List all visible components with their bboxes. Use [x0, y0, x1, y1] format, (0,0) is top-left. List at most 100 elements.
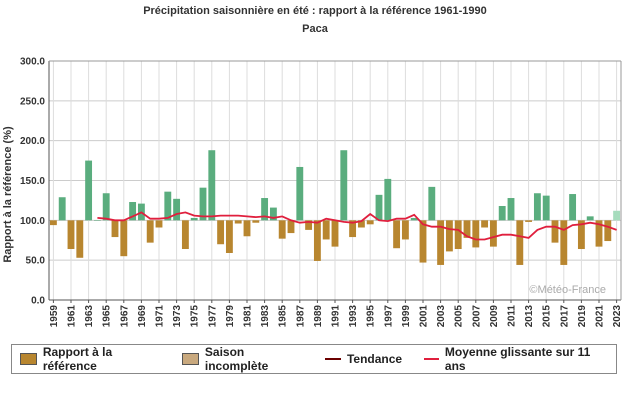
chart-title: Précipitation saisonnière en été : rappo… — [143, 5, 487, 17]
y-tick-label: 0.0 — [31, 296, 45, 307]
bar-1973 — [173, 198, 181, 221]
bar-2019 — [577, 220, 585, 250]
x-tick-label: 1999 — [401, 305, 412, 328]
bar-1968 — [129, 202, 137, 221]
chart-subtitle: Paca — [302, 23, 328, 35]
x-tick-label: 2019 — [577, 305, 588, 328]
y-tick-label: 250.0 — [20, 96, 45, 107]
x-tick-label: 1975 — [190, 305, 201, 328]
bar-1965 — [102, 193, 110, 221]
bar-1980 — [234, 220, 242, 224]
legend-label-incomplete: Saison incomplète — [204, 345, 269, 373]
bar-2005 — [454, 220, 462, 250]
bar-1993 — [349, 220, 357, 238]
bar-1990 — [322, 220, 330, 240]
bar-1994 — [357, 220, 365, 228]
x-tick-label: 1979 — [225, 305, 236, 328]
bar-1974 — [181, 220, 189, 250]
y-tick-label: 50.0 — [26, 256, 46, 267]
bar-1981 — [243, 220, 251, 237]
bar-1992 — [340, 150, 348, 221]
x-tick-label: 1963 — [84, 305, 95, 328]
legend-item-incomplete: Saison incomplète — [182, 345, 303, 373]
legend-item-trend: Tendance — [324, 352, 402, 366]
bar-2004 — [445, 220, 453, 252]
x-tick-label: 1983 — [260, 305, 271, 328]
bar-2013 — [525, 220, 533, 222]
x-tick-label: 1959 — [49, 305, 60, 328]
bar-1970 — [146, 220, 154, 243]
bar-2021 — [595, 220, 603, 247]
legend: Rapport à la référence Saison incomplète… — [11, 344, 617, 374]
y-tick-label: 300.0 — [20, 57, 45, 68]
x-tick-label: 2005 — [454, 305, 465, 328]
x-tick-label: 1965 — [102, 305, 113, 328]
bar-2018 — [569, 194, 577, 221]
x-tick-label: 2013 — [524, 305, 535, 328]
x-tick-label: 2009 — [489, 305, 500, 328]
x-tick-label: 1977 — [207, 305, 218, 328]
x-tick-label: 2001 — [419, 305, 430, 328]
x-tick-label: 1987 — [295, 305, 306, 328]
x-tick-label: 1971 — [155, 305, 166, 328]
bar-1967 — [120, 220, 128, 257]
bar-2011 — [507, 198, 515, 221]
bar-2002 — [428, 186, 436, 221]
legend-swatch-moving-average — [424, 358, 439, 360]
x-tick-label: 1993 — [348, 305, 359, 328]
bar-2009 — [489, 220, 497, 247]
bar-1978 — [217, 220, 225, 245]
legend-label-rapport: Rapport à la référence — [42, 345, 113, 373]
bar-1964 — [93, 220, 101, 221]
x-tick-label: 1973 — [172, 305, 183, 328]
y-tick-label: 200.0 — [20, 136, 45, 147]
bar-1962 — [76, 220, 84, 258]
watermark: ©Météo-France — [529, 284, 606, 296]
legend-item-rapport: Rapport à la référence — [20, 345, 160, 373]
legend-swatch-rapport — [20, 353, 37, 365]
bar-2001 — [419, 220, 427, 263]
bar-1991 — [331, 220, 339, 247]
bar-2015 — [542, 195, 550, 221]
bar-1961 — [67, 220, 75, 250]
bar-2003 — [437, 220, 445, 265]
x-tick-label: 2017 — [559, 305, 570, 328]
bar-2000 — [410, 217, 418, 221]
bar-1989 — [313, 220, 321, 261]
x-tick-label: 1967 — [119, 305, 130, 328]
x-tick-label: 1995 — [366, 305, 377, 328]
bar-2014 — [533, 193, 541, 221]
x-tick-label: 2015 — [542, 305, 553, 328]
bar-1995 — [366, 220, 374, 225]
x-tick-label: 1991 — [331, 305, 342, 328]
bar-1977 — [208, 150, 216, 221]
bar-1979 — [225, 220, 233, 253]
bar-1983 — [261, 198, 269, 221]
bar-1985 — [278, 220, 286, 239]
x-tick-label: 2021 — [595, 305, 606, 328]
y-axis-label: Rapport à la référence (%) — [2, 126, 14, 263]
x-tick-label: 2007 — [471, 305, 482, 328]
bar-2020 — [586, 216, 594, 221]
bar-1984 — [269, 207, 277, 221]
bar-1972 — [164, 191, 172, 221]
bar-1966 — [111, 220, 119, 238]
x-tick-label: 1985 — [278, 305, 289, 328]
bar-2012 — [516, 220, 524, 265]
legend-label-moving-average: Moyenne glissante sur 11 ans — [444, 345, 591, 373]
y-tick-label: 150.0 — [20, 176, 45, 187]
x-tick-label: 1997 — [383, 305, 394, 328]
bar-2010 — [498, 205, 506, 221]
bar-1999 — [401, 220, 409, 240]
y-tick-label: 100.0 — [20, 216, 45, 227]
bar-1997 — [384, 178, 392, 221]
bar-1959 — [49, 220, 57, 226]
bar-2008 — [481, 220, 489, 228]
bar-2022 — [604, 220, 612, 242]
bar-2007 — [472, 220, 480, 248]
bar-2017 — [560, 220, 568, 265]
x-tick-label: 1981 — [243, 305, 254, 328]
bar-1963 — [85, 160, 93, 221]
x-tick-label: 2003 — [436, 305, 447, 328]
bar-1988 — [305, 220, 313, 230]
